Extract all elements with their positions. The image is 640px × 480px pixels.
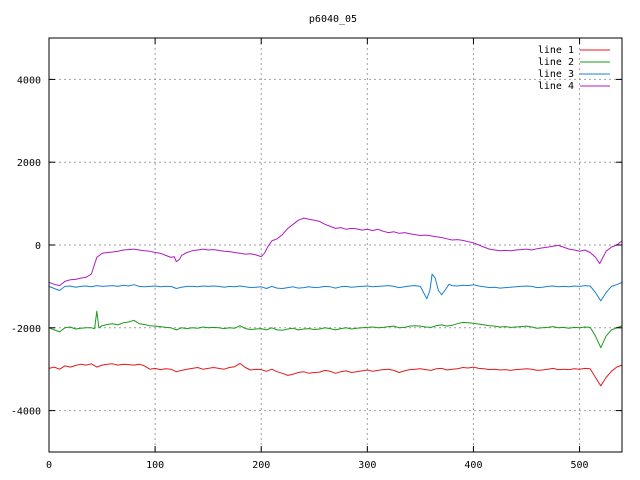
y-tick-label: -2000 xyxy=(11,324,41,335)
x-axis: 0 100 200 300 400 500 xyxy=(46,38,589,471)
x-tick-label: 500 xyxy=(571,460,589,471)
legend-label: line 1 xyxy=(538,45,574,56)
x-tick-label: 300 xyxy=(358,460,376,471)
legend-label: line 4 xyxy=(538,81,574,92)
y-tick-label: 0 xyxy=(35,241,41,252)
legend-label: line 2 xyxy=(538,57,574,68)
chart-title: p6040_05 xyxy=(309,14,357,25)
series-layer xyxy=(48,217,623,387)
series-line-4 xyxy=(48,217,623,287)
y-tick-label: 2000 xyxy=(17,158,41,169)
series-line-1 xyxy=(48,362,623,387)
y-axis: -4000 -2000 0 2000 4000 xyxy=(11,75,622,418)
grid xyxy=(48,38,622,452)
x-tick-label: 200 xyxy=(252,460,270,471)
x-tick-label: 100 xyxy=(146,460,164,471)
y-tick-label: -4000 xyxy=(11,407,41,418)
x-tick-label: 400 xyxy=(464,460,482,471)
y-tick-label: 4000 xyxy=(17,75,41,86)
series-line-3 xyxy=(48,273,623,302)
legend-label: line 3 xyxy=(538,69,574,80)
series-line-2 xyxy=(48,310,623,349)
x-tick-label: 0 xyxy=(46,460,52,471)
